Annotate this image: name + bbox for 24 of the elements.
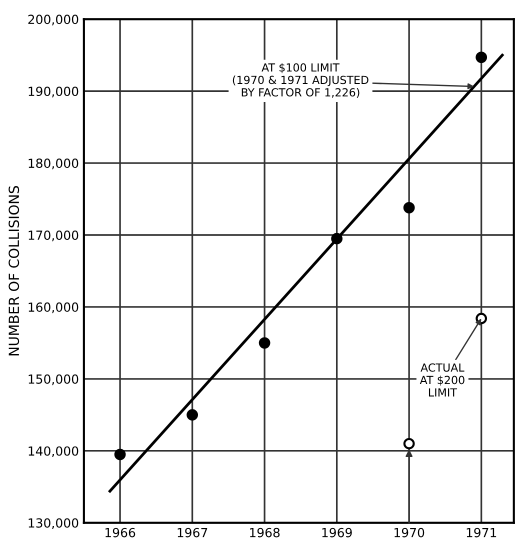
y-tick-label: 140,000 <box>28 446 78 458</box>
y-tick-label: 190,000 <box>28 86 78 98</box>
point <box>258 337 270 349</box>
y-tick-label: 170,000 <box>28 230 78 242</box>
y-tick-label: 150,000 <box>28 374 78 386</box>
point <box>403 202 415 214</box>
point <box>476 52 488 64</box>
y-tick-label: 180,000 <box>28 158 78 170</box>
point <box>403 438 415 450</box>
x-tick-label: 1971 <box>466 528 496 538</box>
x-tick-label: 1966 <box>106 528 136 538</box>
point <box>114 448 126 460</box>
y-tick-label: 160,000 <box>28 302 78 314</box>
annotation: ACTUAL AT $200 LIMIT <box>420 363 464 396</box>
annotation: AT $100 LIMIT (1970 & 1971 ADJUSTED BY FACTOR OF 1,226) <box>232 63 368 98</box>
x-tick-label: 1968 <box>250 528 280 538</box>
x-tick-label: 1967 <box>178 528 208 538</box>
x-tick-label: 1970 <box>394 528 424 538</box>
point <box>186 409 198 421</box>
y-axis-title: NUMBER OF COLLISIONS <box>8 186 20 356</box>
point <box>331 232 343 244</box>
y-tick-label: 130,000 <box>28 518 78 529</box>
x-tick-label: 1969 <box>322 528 352 538</box>
y-tick-label: 200,000 <box>28 14 78 26</box>
